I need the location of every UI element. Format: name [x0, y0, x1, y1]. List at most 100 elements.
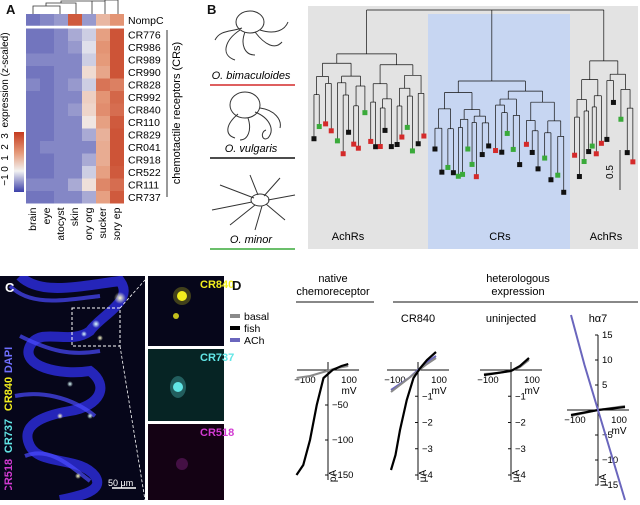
y-unit: pA [328, 470, 339, 483]
tip-marker [455, 173, 461, 179]
heat-cell [96, 53, 110, 66]
heat-cell [96, 128, 110, 141]
heat-cell [26, 53, 40, 66]
panel-b-label: B [207, 2, 217, 17]
y-tick: −1 [422, 391, 433, 402]
heat-cell [82, 153, 96, 166]
y-tick: −150 [332, 470, 353, 481]
heat-cell [82, 141, 96, 154]
heat-cell [110, 178, 124, 191]
gene-label: CR829 [128, 129, 161, 141]
heat-cell [54, 153, 68, 166]
heat-cell [96, 178, 110, 191]
scale-bar-label: 50 μm [108, 478, 134, 488]
region-label-middle: CRs [489, 231, 511, 243]
tip-marker [581, 159, 587, 165]
heat-cell [68, 141, 82, 154]
tip-marker [334, 138, 340, 144]
tip-marker [499, 149, 505, 155]
tree-scale-value: 0.5 [605, 165, 616, 179]
y-tick: −4 [422, 470, 433, 481]
tip-marker [355, 145, 361, 151]
tip-marker [404, 124, 410, 130]
legend-label: basal [244, 311, 269, 323]
region-label-right: AchRs [590, 231, 623, 243]
heat-cell [68, 28, 82, 41]
y-tick: −10 [602, 455, 618, 466]
panel-c-label: C [5, 280, 15, 295]
tip-marker [624, 150, 630, 156]
heat-cell [40, 78, 54, 91]
tip-marker [340, 151, 346, 157]
micrograph-tissue [8, 272, 146, 505]
heat-cell [110, 141, 124, 154]
octopus-bimaculoides-icon [214, 10, 289, 61]
heat-cell [68, 91, 82, 104]
heat-cell [26, 78, 40, 91]
iv-plot-title: hα7 [589, 313, 608, 325]
heat-cell [110, 128, 124, 141]
heat-cell [40, 66, 54, 79]
species-2-name: O. vulgaris [225, 143, 278, 155]
heat-cell [110, 91, 124, 104]
iv-trace [570, 314, 626, 501]
heat-cell [82, 166, 96, 179]
heat-cell [82, 116, 96, 129]
gene-label: CR992 [128, 92, 161, 104]
hetero-title-line2: expression [491, 286, 544, 298]
heat-cell [26, 28, 40, 41]
color-scale-ticks: 3 2 1 0 −1 [0, 133, 11, 186]
x-unit: mV [525, 386, 540, 397]
heat-cell [40, 14, 54, 27]
heat-cell [54, 28, 68, 41]
panel-b-figure: O. bimaculoides O. vulgaris O. minor Ach… [210, 6, 638, 250]
tissue-label: olfactory org [83, 207, 95, 240]
panel-d-label: D [232, 278, 242, 293]
gene-label: CR041 [128, 142, 161, 154]
y-tick: −2 [422, 418, 433, 429]
y-tick: 5 [602, 380, 607, 391]
heat-cell [40, 141, 54, 154]
tip-marker [535, 166, 541, 172]
channel-cr737: CR737 [3, 419, 15, 453]
tip-marker [586, 149, 592, 155]
x-tick: 100 [341, 375, 357, 386]
heat-cell [40, 191, 54, 204]
tip-marker [377, 144, 383, 150]
tissue-label: brain [27, 207, 39, 231]
heat-cell [40, 178, 54, 191]
heat-cell [26, 153, 40, 166]
heat-cell [26, 178, 40, 191]
x-tick: −100 [477, 375, 498, 386]
tip-marker [517, 162, 523, 168]
heat-cell [96, 153, 110, 166]
tip-marker [394, 142, 400, 148]
x-tick: −100 [564, 415, 585, 426]
x-tick: 100 [611, 415, 627, 426]
heat-cell [82, 103, 96, 116]
channel-labels: DAPI CR840 CR737 CR518 [3, 347, 15, 490]
heat-cell [96, 78, 110, 91]
iv-trace [295, 362, 349, 476]
heat-cell [26, 91, 40, 104]
species-3-name: O. minor [230, 234, 274, 246]
legend-label: ACh [244, 335, 265, 347]
tip-marker [373, 144, 379, 150]
x-tick: −100 [294, 375, 315, 386]
heat-cell [40, 116, 54, 129]
panel-d-figure: native chemoreceptor heterologous expres… [230, 273, 638, 501]
native-title-line2: chemoreceptor [296, 286, 370, 298]
tree-tip-markers [311, 99, 636, 195]
tip-marker [473, 174, 479, 180]
x-unit: mV [612, 426, 627, 437]
heat-cell [40, 53, 54, 66]
heat-cell [54, 41, 68, 54]
tip-marker [316, 124, 322, 130]
y-unit: μA [511, 469, 522, 482]
y-tick: −2 [515, 418, 526, 429]
gene-label: NompC [128, 15, 164, 27]
heat-cell [68, 78, 82, 91]
heat-cell [96, 41, 110, 54]
